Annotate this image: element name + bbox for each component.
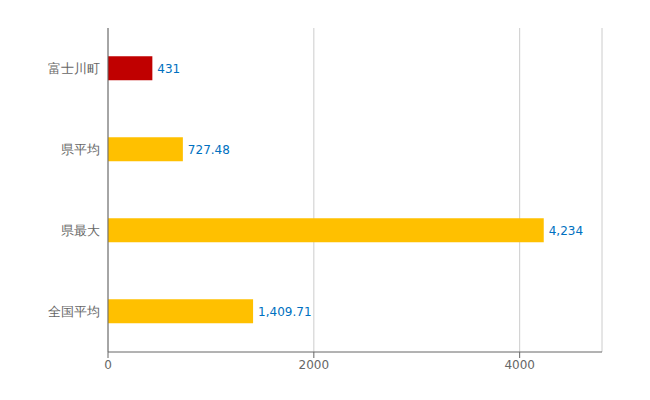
svg-text:県平均: 県平均 [61,142,100,157]
svg-text:4,234: 4,234 [549,224,583,238]
svg-text:1,409.71: 1,409.71 [258,305,311,319]
svg-text:富士川町: 富士川町 [48,61,100,76]
svg-text:4000: 4000 [504,358,535,372]
svg-text:2000: 2000 [299,358,330,372]
svg-text:431: 431 [157,62,180,76]
svg-text:県最大: 県最大 [61,223,100,238]
svg-text:0: 0 [104,358,112,372]
svg-text:727.48: 727.48 [188,143,230,157]
svg-text:全国平均: 全国平均 [48,304,100,319]
